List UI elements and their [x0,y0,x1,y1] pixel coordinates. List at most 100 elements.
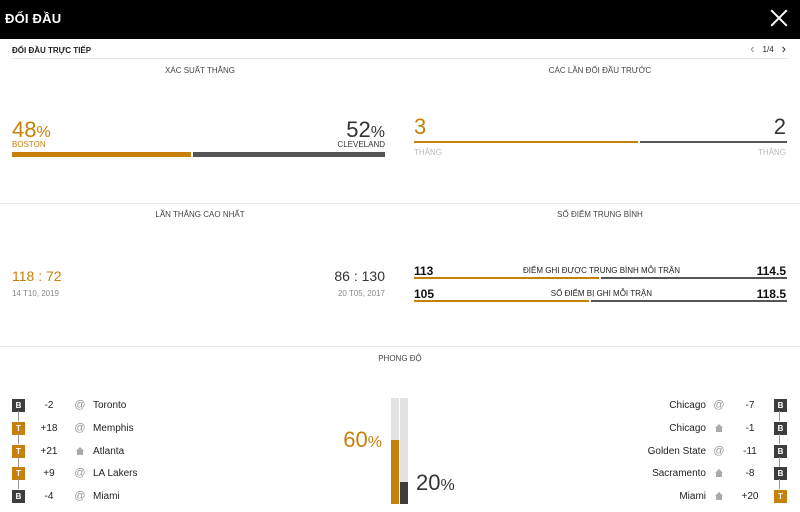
home-form-bar [391,440,399,504]
venue: @ [73,467,87,479]
form-connector [18,434,19,444]
away-team-label: CLEVELAND [337,140,385,149]
venue [73,447,87,455]
avg-conceded-label: SỐ ĐIỂM BỊ GHI MỖI TRẬN [550,289,652,298]
point-diff: +20 [741,490,759,502]
result-badge: T [774,489,787,503]
away-win-pct-value: 52 [346,117,371,142]
away-form-pct-value: 20 [416,470,441,495]
divider [12,58,788,59]
avg-conceded-home: 105 [414,287,435,301]
away-score-b: 130 [361,268,385,284]
avg-scored-away: 114.5 [756,264,786,278]
chevron-left-icon[interactable]: ‹ [750,41,755,56]
opponent-name: Atlanta [93,445,125,457]
away-win-bar [193,152,385,157]
home-form-row: T +9 @ LA Lakers [12,466,172,480]
point-diff: -1 [745,422,755,434]
home-icon [715,424,723,432]
home-biggest-win-date: 14 T10, 2019 [12,289,60,298]
home-form-pct-value: 60 [343,427,368,452]
opponent-name: Sacramento [652,467,706,479]
at-icon: @ [713,445,725,457]
away-form-bar [400,482,408,504]
away-form-row: Golden State @ -11 B [597,444,787,458]
away-meeting-bar [640,141,787,143]
home-form-row: B -2 @ Toronto [12,398,172,412]
avg-scored-away-bar [601,277,787,279]
away-biggest-win-date: 20 T05, 2017 [337,289,385,298]
away-form-row: Sacramento -8 B [597,466,787,480]
opponent-name: Miami [93,490,120,502]
form-connector [18,479,19,489]
section-subheader: ĐỐI ĐẦU TRỰC TIẾP [12,46,92,55]
away-win-pct-unit: % [370,124,385,141]
home-biggest-win-score: 118 : 72 [12,268,62,284]
home-team-label: BOSTON [12,140,46,149]
away-win-pct: 52% [346,117,385,143]
home-win-pct-unit: % [36,124,51,141]
form-connector [779,457,780,467]
home-score-a: 118 [12,268,35,284]
close-icon[interactable] [770,9,788,27]
opponent-name: Memphis [93,422,134,434]
away-meeting-wins: 2 [773,114,786,139]
home-win-bar [12,152,191,157]
home-icon [715,469,723,477]
result-badge: B [774,421,787,435]
form-connector [779,434,780,444]
avg-conceded-home-bar [414,300,589,302]
avg-scored-label: ĐIỂM GHI ĐƯỢC TRUNG BÌNH MỖI TRẬN [523,266,680,275]
point-diff: +21 [40,445,58,457]
avg-scored-home: 113 [414,264,434,278]
point-diff: -2 [44,399,54,411]
opponent-name: Chicago [669,422,706,434]
average-points-title: SỐ ĐIỂM TRUNG BÌNH [557,210,643,219]
pager: ‹ 1/4 › [750,41,786,56]
result-badge: T [12,444,25,458]
score-separator: : [38,268,43,284]
section-divider [0,203,800,204]
home-icon [76,447,84,455]
score-separator: : [353,268,358,284]
home-win-pct-value: 48 [12,117,37,142]
form-connector [779,411,780,421]
home-form-row: T +18 @ Memphis [12,421,172,435]
home-form-pct-unit: % [367,434,382,451]
venue [712,424,726,432]
chevron-right-icon[interactable]: › [781,41,786,56]
biggest-win-title: LẦN THẮNG CAO NHẤT [155,210,245,219]
form-connector [18,457,19,467]
venue: @ [73,490,87,502]
point-diff: -8 [745,467,755,479]
win-probability-title: XÁC SUẤT THẮNG [165,66,235,75]
home-meeting-wins: 3 [414,114,427,139]
at-icon: @ [74,490,86,502]
venue: @ [73,399,87,411]
away-form-track [400,398,408,504]
home-icon [715,492,723,500]
opponent-name: Chicago [669,399,706,411]
point-diff: -11 [743,445,757,457]
point-diff: +9 [43,467,55,479]
away-score-a: 86 [334,268,350,284]
away-biggest-win-score: 86 : 130 [334,268,385,284]
result-badge: B [774,466,787,480]
result-badge: B [12,489,25,503]
at-icon: @ [74,399,86,411]
home-score-b: 72 [46,268,62,284]
home-wins-label: THẮNG [414,148,442,157]
home-win-pct: 48% [12,117,51,143]
away-form-row: Chicago @ -7 B [597,398,787,412]
result-badge: B [774,398,787,412]
at-icon: @ [74,467,86,479]
home-form-row: T +21 Atlanta [12,444,172,458]
home-form-pct: 60% [343,427,382,453]
form-connector [779,479,780,489]
point-diff: +18 [40,422,58,434]
at-icon: @ [74,422,86,434]
point-diff: -4 [44,490,54,502]
away-form-pct-unit: % [440,477,455,494]
result-badge: T [12,421,25,435]
venue: @ [712,445,726,457]
